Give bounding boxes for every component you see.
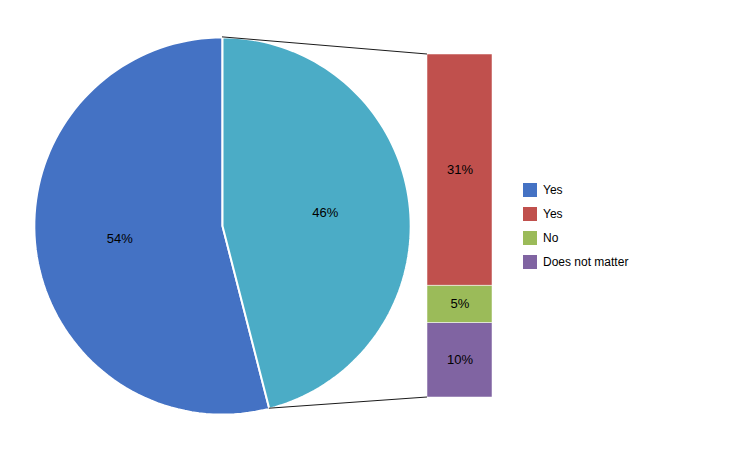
svg-text:10%: 10% bbox=[447, 352, 473, 367]
html-text:Yes: Yes bbox=[543, 182, 563, 197]
html-text:Yes: Yes bbox=[543, 206, 563, 221]
svg-text:46%: 46% bbox=[312, 205, 338, 220]
svg-text:54%: 54% bbox=[107, 231, 133, 246]
svg-text:5%: 5% bbox=[451, 296, 470, 311]
html-text:No: No bbox=[543, 230, 559, 245]
html-text:Does not matter: Does not matter bbox=[543, 254, 629, 269]
svg-text:31%: 31% bbox=[447, 162, 473, 177]
